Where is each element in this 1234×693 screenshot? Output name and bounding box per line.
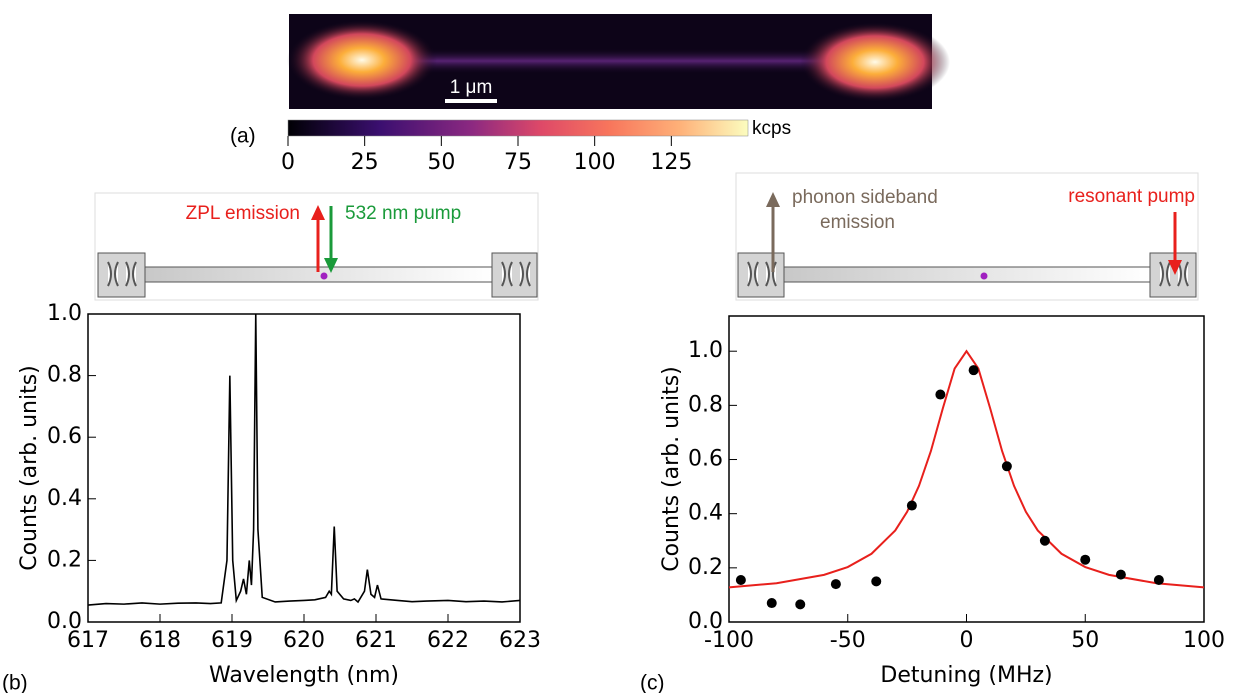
heatmap-blob: [800, 22, 950, 102]
y-tick-label: 0.6: [47, 424, 82, 449]
annotation: resonant pump: [1068, 186, 1195, 207]
panel-label: (c): [640, 672, 665, 693]
data-point: [1115, 569, 1126, 580]
annotation: ZPL emission: [186, 203, 300, 224]
data-point: [968, 365, 979, 376]
colorbar: [287, 119, 749, 137]
x-tick-label: -100: [704, 628, 754, 653]
scale-bar-label: 1 μm: [450, 77, 493, 98]
x-tick-label: 621: [355, 628, 397, 653]
data-point: [906, 500, 917, 511]
data-point: [1001, 461, 1012, 472]
fit-curve: [728, 349, 1205, 589]
device-schematic: [735, 172, 1199, 301]
spectrum-line: [87, 313, 521, 606]
colorbar-tick-label: 0: [281, 150, 295, 175]
y-tick-label: 0.2: [47, 547, 82, 572]
x-axis-label: Wavelength (nm): [209, 663, 399, 688]
colorbar-tick-label: 125: [650, 150, 692, 175]
data-point: [735, 575, 746, 586]
data-point: [1153, 575, 1164, 586]
data-point: [1080, 554, 1091, 565]
panel-label: (a): [230, 125, 256, 148]
y-tick-label: 0.8: [688, 392, 723, 417]
x-tick-label: 620: [283, 628, 325, 653]
plot-frame: [728, 315, 1205, 623]
annotation: phonon sideband: [792, 187, 938, 208]
x-tick-label: -50: [830, 628, 866, 653]
y-axis-label: Counts (arb. units): [17, 365, 42, 571]
x-tick-label: 623: [499, 628, 541, 653]
x-axis-label: Detuning (MHz): [880, 663, 1052, 688]
y-tick-label: 0.2: [688, 555, 723, 580]
x-tick-label: 619: [211, 628, 253, 653]
colorbar-label: kcps: [752, 118, 791, 139]
plot-frame: [87, 313, 521, 623]
colorbar-tick-label: 50: [427, 150, 455, 175]
x-tick-label: 50: [1071, 628, 1099, 653]
data-point: [795, 599, 806, 610]
data-point: [830, 579, 841, 590]
data-point: [935, 389, 946, 400]
y-tick-label: 1.0: [688, 338, 723, 363]
x-tick-label: 617: [67, 628, 109, 653]
colorbar-tick-label: 100: [574, 150, 616, 175]
y-tick-label: 0.4: [47, 486, 82, 511]
annotation: 532 nm pump: [345, 203, 461, 224]
annotation: emission: [820, 212, 895, 233]
x-tick-label: 618: [139, 628, 181, 653]
x-tick-label: 622: [427, 628, 469, 653]
y-axis-label: Counts (arb. units): [659, 366, 684, 572]
y-tick-label: 0.0: [47, 609, 82, 634]
y-tick-label: 0.8: [47, 363, 82, 388]
colorbar-tick-label: 25: [351, 150, 379, 175]
heatmap-blob: [287, 20, 437, 100]
device-schematic: [94, 192, 539, 301]
y-tick-label: 0.0: [688, 609, 723, 634]
heatmap-band: [360, 48, 860, 74]
panel-label: (b): [2, 672, 28, 693]
colorbar-tick-label: 75: [504, 150, 532, 175]
data-point: [1039, 535, 1050, 546]
y-tick-label: 1.0: [47, 301, 82, 326]
y-tick-label: 0.6: [688, 447, 723, 472]
data-point: [766, 598, 777, 609]
x-tick-label: 100: [1183, 628, 1225, 653]
x-tick-label: 0: [960, 628, 974, 653]
data-point: [871, 576, 882, 587]
y-tick-label: 0.4: [688, 501, 723, 526]
